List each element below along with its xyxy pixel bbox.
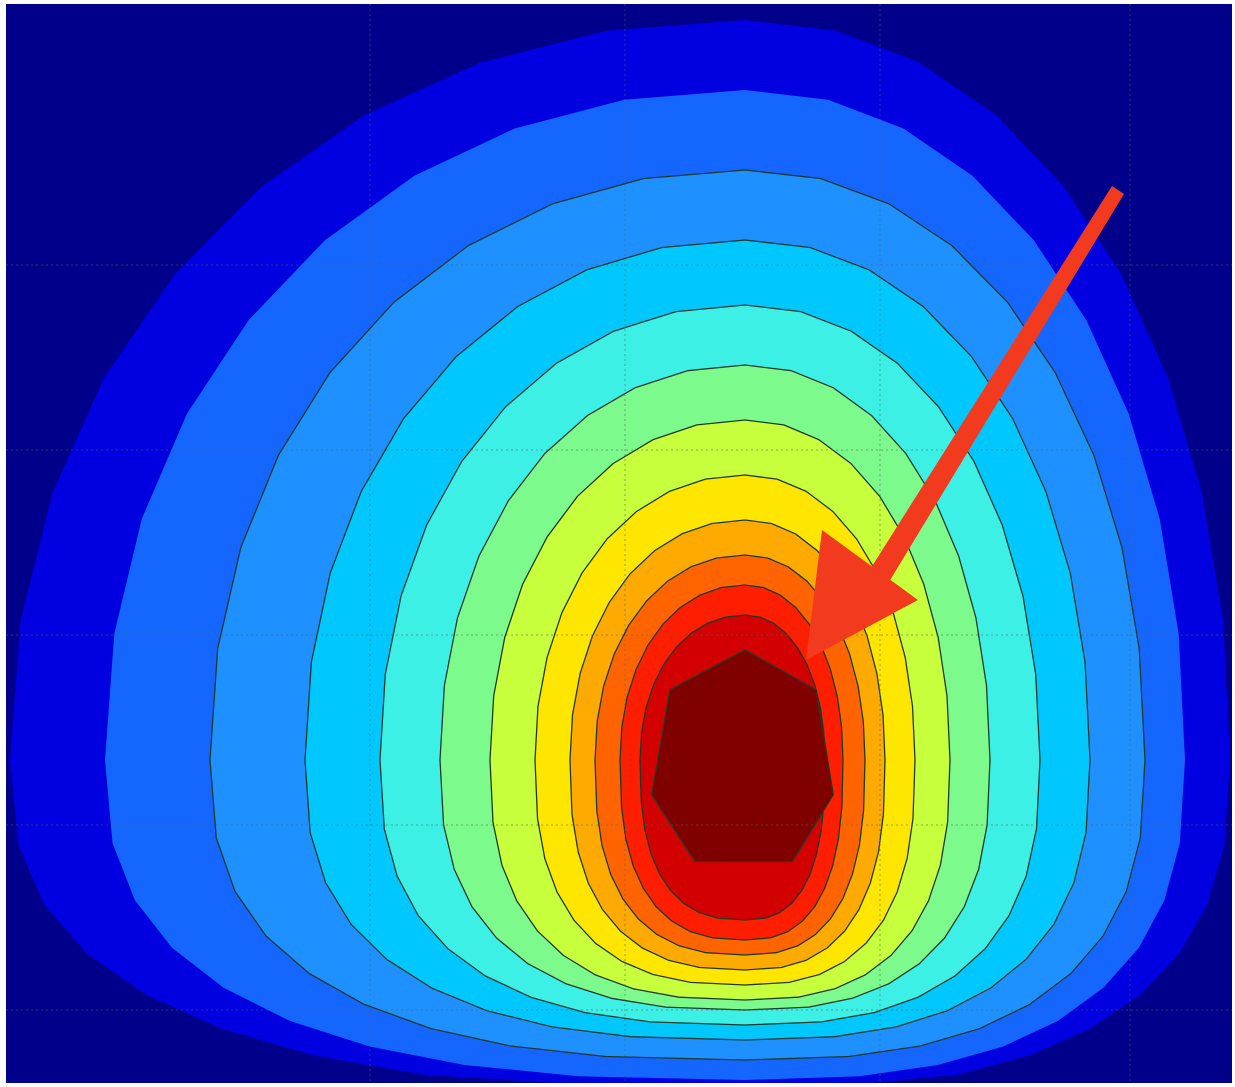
plot-grid [6, 4, 1232, 1083]
contour-band-level-13 [651, 649, 834, 863]
arrow-shaft [852, 186, 1124, 610]
annotation-arrow [806, 186, 1124, 660]
contour-bands [6, 4, 1232, 1083]
arrow-head [806, 530, 918, 660]
